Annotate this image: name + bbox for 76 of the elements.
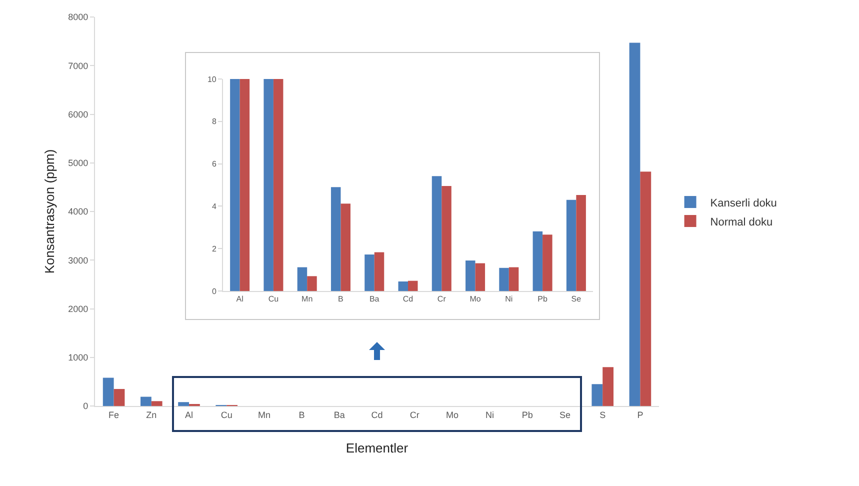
x-tick-label: Ni	[486, 410, 494, 420]
x-tick-label: Se	[559, 410, 571, 420]
x-tick-label: Cr	[410, 410, 420, 420]
bar	[374, 252, 384, 291]
bar	[264, 79, 274, 291]
bar	[240, 79, 250, 291]
y-tick-label: 6000	[68, 109, 88, 120]
x-tick-label: Mn	[258, 410, 270, 420]
y-tick-label: 6	[212, 160, 217, 169]
bar	[151, 401, 162, 406]
bar	[114, 388, 125, 406]
bar	[330, 187, 341, 291]
bar	[102, 378, 114, 406]
bar	[629, 42, 640, 406]
legend-label: Kanserli doku	[710, 197, 777, 210]
bar	[230, 79, 240, 291]
bar	[566, 200, 576, 291]
bar	[297, 267, 308, 291]
y-axis-title: Konsantrasyon (ppm)	[42, 149, 58, 274]
bar	[140, 396, 152, 406]
y-tick-label: 8000	[68, 12, 88, 22]
x-tick-label: Mn	[302, 294, 313, 304]
y-tick-label: 2000	[68, 304, 88, 314]
y-tick-label: 3000	[68, 255, 88, 266]
x-axis-title: Elementler	[346, 440, 409, 456]
x-tick-label: P	[637, 410, 644, 420]
x-tick-label: Pb	[522, 410, 533, 420]
bar	[273, 79, 284, 291]
bar	[592, 384, 603, 406]
y-tick-label: 0	[212, 286, 217, 296]
legend-label: Normal doku	[710, 216, 773, 228]
y-tick-label: 1000	[68, 352, 88, 363]
bar	[432, 176, 442, 291]
bar	[466, 260, 476, 291]
y-tick-label: 0	[83, 401, 88, 412]
x-tick-label: Ni	[505, 294, 513, 304]
x-tick-label: Pb	[538, 294, 548, 304]
bar	[408, 280, 418, 291]
x-tick-label: Fe	[108, 410, 120, 420]
bar	[576, 194, 586, 291]
bar	[542, 234, 552, 291]
x-tick-label: Cr	[437, 294, 446, 304]
y-tick-label: 4	[212, 202, 217, 211]
x-tick-label: Al	[184, 410, 194, 420]
x-tick-label: Al	[236, 294, 244, 304]
y-tick-label: 7000	[68, 60, 88, 71]
y-tick-label: 8	[212, 117, 217, 126]
y-tick-label: 5000	[68, 158, 88, 168]
x-tick-label: Zn	[146, 410, 157, 420]
bar	[475, 263, 486, 291]
x-tick-label: Cd	[402, 294, 414, 304]
bar	[178, 402, 189, 406]
bar	[398, 281, 408, 291]
y-tick-label: 2	[212, 244, 217, 254]
bar	[442, 186, 452, 291]
x-tick-label: B	[298, 410, 305, 420]
x-tick-label: Se	[571, 294, 582, 304]
x-tick-label: Mo	[446, 410, 458, 420]
bar	[364, 254, 374, 291]
x-tick-label: Mo	[470, 294, 482, 304]
bar	[532, 231, 543, 291]
x-tick-label: Cd	[371, 410, 383, 420]
bar	[508, 267, 519, 291]
y-tick-label: 10	[207, 74, 217, 84]
bar	[602, 367, 614, 406]
bar	[640, 172, 652, 406]
x-tick-label: Cu	[268, 294, 279, 304]
y-tick-label: 4000	[68, 206, 88, 217]
bar	[340, 204, 350, 291]
x-tick-label: S	[600, 410, 606, 420]
bar	[499, 268, 509, 291]
bar	[307, 276, 317, 291]
x-tick-label: Ba	[334, 410, 345, 420]
x-tick-label: Cu	[220, 410, 232, 420]
x-tick-label: B	[338, 294, 344, 304]
x-tick-label: Ba	[369, 294, 380, 304]
